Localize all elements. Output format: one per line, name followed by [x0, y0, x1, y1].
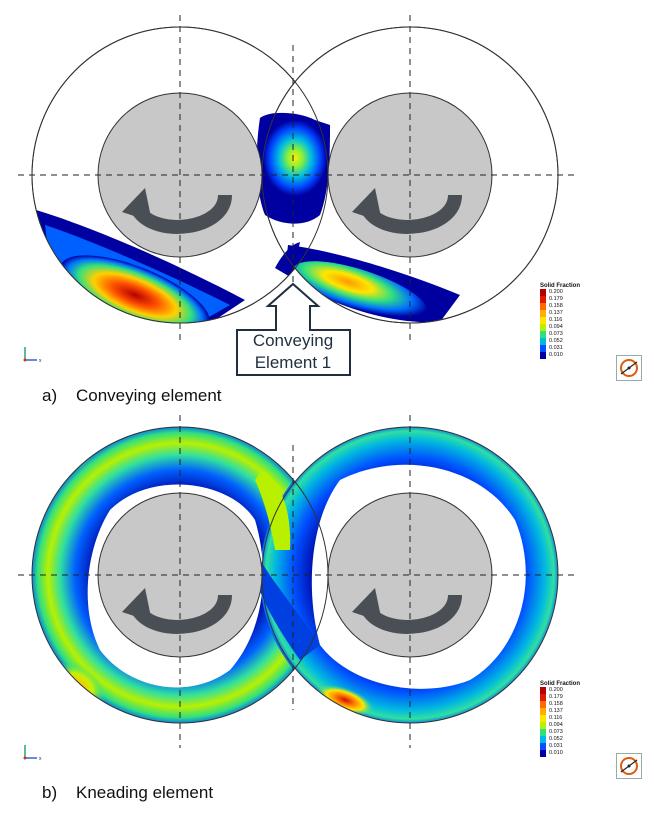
legend-value: 0.073 — [549, 729, 563, 735]
rotation-arrow-left — [122, 588, 232, 634]
legend-swatch — [540, 743, 546, 750]
legend-entry: 0.179 — [540, 694, 580, 701]
callout-box — [236, 282, 351, 376]
legend-value: 0.031 — [549, 743, 563, 749]
legend-swatch — [540, 715, 546, 722]
legend-entry: 0.073 — [540, 331, 580, 338]
centerlines — [18, 415, 575, 748]
legend-swatch — [540, 303, 546, 310]
legend-swatch — [540, 750, 546, 757]
legend-entry: 0.137 — [540, 310, 580, 317]
legend-entry: 0.031 — [540, 345, 580, 352]
legend-value: 0.010 — [549, 352, 563, 358]
centerlines — [18, 15, 575, 345]
legend-title: Solid Fraction — [540, 681, 581, 687]
legend-swatch — [540, 722, 546, 729]
legend-entry: 0.052 — [540, 338, 580, 345]
legend-value: 0.052 — [549, 338, 563, 344]
legend-entry: 0.031 — [540, 743, 580, 750]
legend-entry: 0.158 — [540, 701, 580, 708]
legend-value: 0.137 — [549, 708, 563, 714]
legend-swatch — [540, 701, 546, 708]
legend-swatch — [540, 708, 546, 715]
legend-entry: 0.010 — [540, 352, 580, 359]
legend-entry: 0.052 — [540, 736, 580, 743]
axis-triad-icon: x — [23, 347, 42, 364]
caption-b: b) Kneading element — [42, 783, 214, 802]
legend-swatch — [540, 317, 546, 324]
legend-entry: 0.010 — [540, 750, 580, 757]
rotation-arrow-right — [352, 188, 462, 234]
svg-text:x: x — [39, 358, 42, 364]
legend-value: 0.200 — [549, 289, 563, 295]
legend-value: 0.010 — [549, 750, 563, 756]
legend-entry: 0.158 — [540, 303, 580, 310]
legend-value: 0.031 — [549, 345, 563, 351]
legend-swatch — [540, 331, 546, 338]
legend-swatch — [540, 324, 546, 331]
legend-swatch — [540, 338, 546, 345]
legend-entry: 0.200 — [540, 687, 580, 694]
legend-entry: 0.073 — [540, 729, 580, 736]
legend-swatch — [540, 310, 546, 317]
svg-text:x: x — [39, 756, 42, 762]
rotation-arrow-right — [352, 588, 462, 634]
legend-entry: 0.094 — [540, 324, 580, 331]
legend-swatch — [540, 736, 546, 743]
legend-entry: 0.137 — [540, 708, 580, 715]
legend-swatch — [540, 687, 546, 694]
view-orientation-icon[interactable] — [616, 355, 642, 381]
legend-entry: 0.116 — [540, 317, 580, 324]
legend-value: 0.052 — [549, 736, 563, 742]
legend-entry: 0.200 — [540, 289, 580, 296]
axis-triad-icon: x — [23, 745, 42, 762]
legend-entry: 0.116 — [540, 715, 580, 722]
legend-rows: 0.200 0.179 0.158 0.137 0.116 0.094 0.073 0.052… — [540, 687, 580, 757]
legend-solid-fraction: Solid Fraction 0.200 0.179 0.158 0.137 0.116… — [540, 681, 580, 757]
legend-value: 0.073 — [549, 331, 563, 337]
legend-swatch — [540, 345, 546, 352]
legend-swatch — [540, 289, 546, 296]
legend-swatch — [540, 296, 546, 303]
legend-rows: 0.200 0.179 0.158 0.137 0.116 0.094 0.073 0.052… — [540, 289, 580, 359]
legend-swatch — [540, 694, 546, 701]
legend-value: 0.116 — [549, 317, 563, 323]
legend-solid-fraction: Solid Fraction 0.200 0.179 0.158 0.137 0.116… — [540, 283, 580, 359]
legend-swatch — [540, 729, 546, 736]
legend-entry: 0.179 — [540, 296, 580, 303]
panel-kneading: Solid Fraction 0.200 0.179 0.158 0.137 0.116… — [0, 410, 654, 823]
legend-title: Solid Fraction — [540, 283, 581, 289]
kneading-contour-plot — [18, 415, 575, 748]
panel-conveying: Conveying Element 1 Solid Fraction 0.200… — [0, 0, 654, 410]
callout-label: Conveying Element 1 — [252, 331, 334, 372]
conveying-contour-plot — [18, 15, 575, 376]
legend-entry: 0.094 — [540, 722, 580, 729]
rotation-arrow-left — [122, 188, 232, 234]
legend-value: 0.094 — [549, 722, 563, 728]
legend-value: 0.179 — [549, 694, 563, 700]
legend-swatch — [540, 352, 546, 359]
view-orientation-icon[interactable] — [616, 753, 642, 779]
legend-value: 0.158 — [549, 701, 563, 707]
legend-value: 0.094 — [549, 324, 563, 330]
legend-value: 0.158 — [549, 303, 563, 309]
legend-value: 0.116 — [549, 715, 563, 721]
legend-value: 0.179 — [549, 296, 563, 302]
caption-a: a) Conveying element — [42, 386, 222, 405]
legend-value: 0.200 — [549, 687, 563, 693]
legend-value: 0.137 — [549, 310, 563, 316]
